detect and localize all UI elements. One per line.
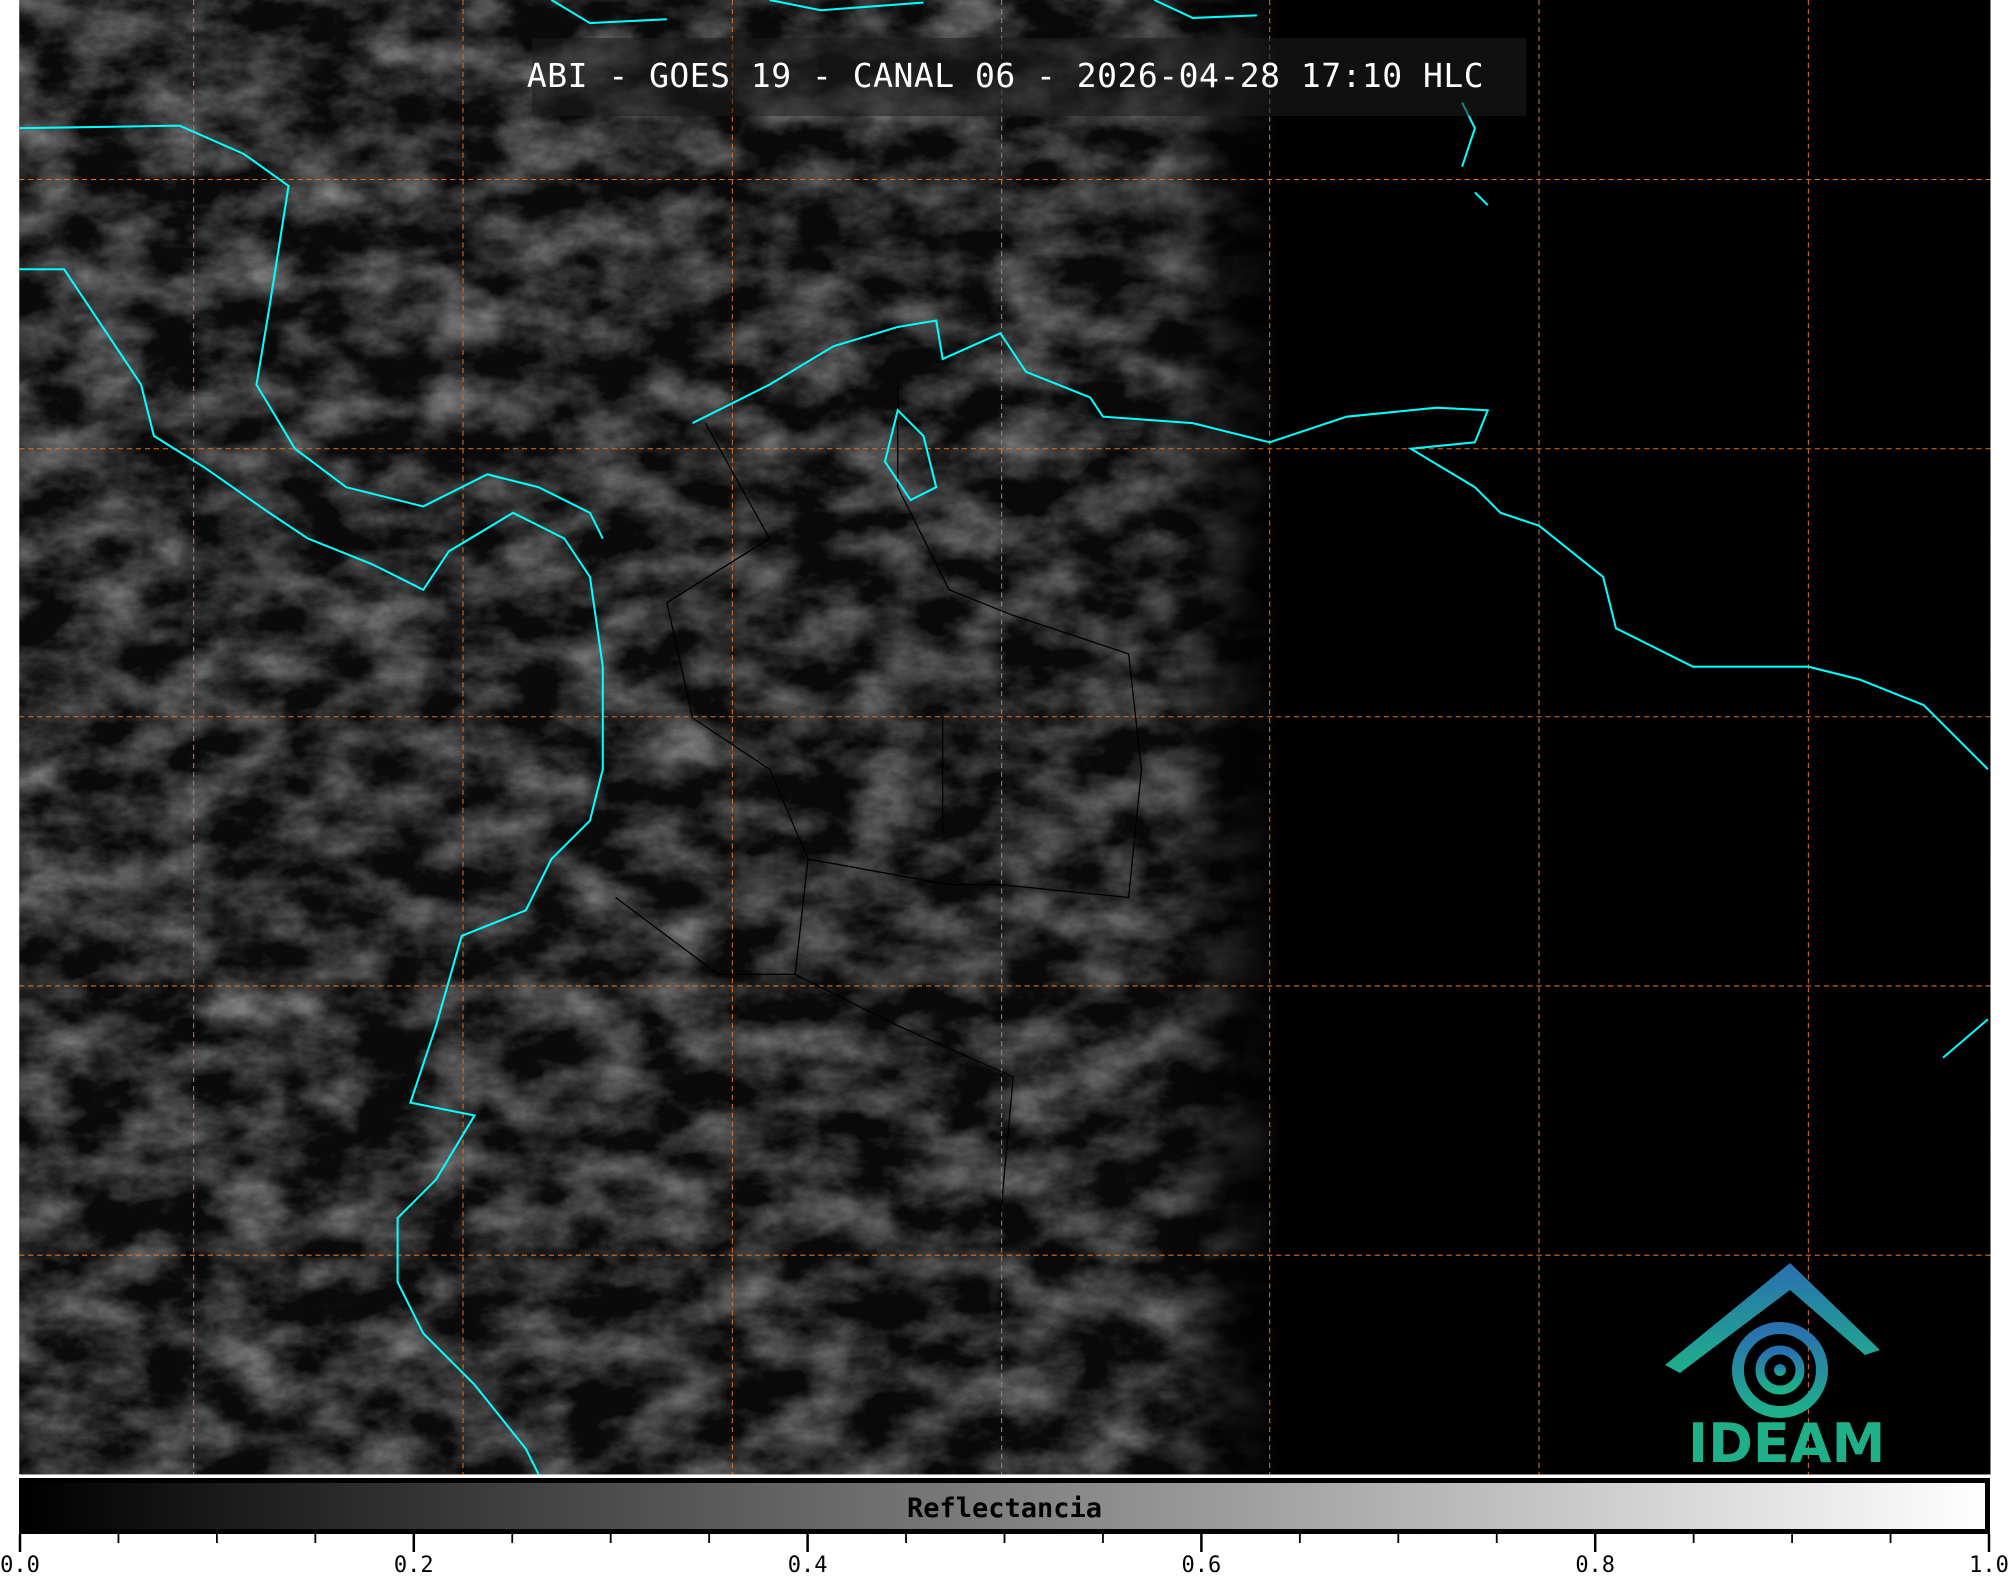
colorbar-label: Reflectancia [906,1493,1103,1524]
gridlines [19,0,1991,1475]
tick-label: 0.6 [1181,1553,1222,1578]
map-title: ABI - GOES 19 - CANAL 06 - 2026-04-28 17… [526,56,1485,95]
tick-label: 1.0 [1969,1553,2009,1578]
logo-text: IDEAM [1688,1412,1886,1475]
coastlines [19,0,1989,1475]
ideam-logo-icon [1665,1263,1880,1418]
tick-label: 0.0 [0,1553,40,1578]
colorbar: Reflectancia [19,1478,1990,1534]
colorbar-ticks [18,1534,1991,1552]
title-backdrop [532,38,1526,116]
tick-label: 0.2 [393,1553,434,1578]
tick-label: 0.8 [1575,1553,1616,1578]
country-borders [615,384,1143,1219]
tick-label: 0.4 [787,1553,828,1578]
